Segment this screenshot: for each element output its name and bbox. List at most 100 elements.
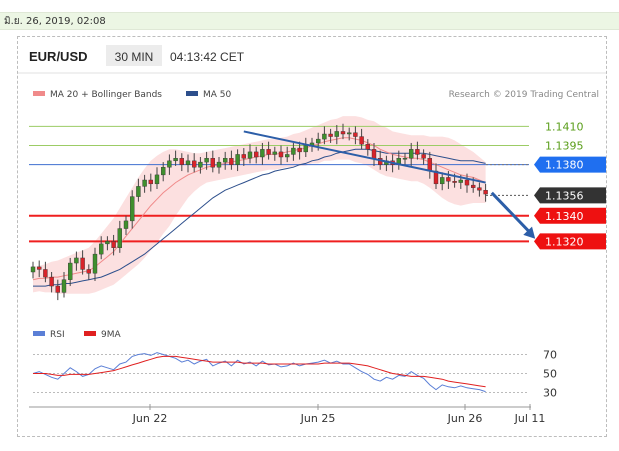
candle-body — [440, 177, 445, 185]
candle-body — [229, 158, 234, 165]
x-tick-label: Jun 22 — [132, 412, 168, 425]
date-header-bar: มิ.ย. 26, 2019, 02:08 — [0, 12, 619, 30]
candle-body — [316, 138, 321, 144]
candle-body — [235, 154, 240, 165]
candle-body — [340, 131, 346, 135]
candle-body — [452, 181, 457, 183]
x-axis: Jun 22 Jun 25 Jun 26 Jul 11 — [29, 404, 545, 425]
candle-body — [111, 241, 116, 248]
annotations — [243, 130, 536, 239]
candle-body — [285, 154, 290, 158]
candle-body — [297, 147, 302, 153]
legend-swatch-ma50 — [186, 91, 198, 96]
bollinger-band — [33, 116, 486, 294]
candle-body — [117, 228, 123, 248]
candle-body — [253, 151, 259, 158]
research-credit: Research © 2019 Trading Central — [449, 90, 599, 100]
candle-body — [123, 220, 129, 229]
forecast-arrow-shaft — [490, 191, 534, 236]
candle-body — [185, 160, 191, 165]
level-label-11356: 1.1356 — [545, 189, 584, 202]
x-tick-label: Jun 26 — [447, 412, 483, 425]
legend-label-ma20: MA 20 + Bollinger Bands — [50, 90, 162, 100]
candle-body — [278, 151, 284, 158]
candle-body — [55, 285, 60, 293]
level-tag-11320 — [534, 233, 606, 250]
candle-body — [216, 161, 222, 168]
candle-body — [477, 187, 482, 191]
level-label-11395: 1.1395 — [545, 140, 584, 153]
level-label-11340: 1.1340 — [545, 210, 584, 223]
candlesticks — [30, 123, 488, 301]
candle-body — [105, 241, 110, 245]
level-label-11320: 1.1320 — [545, 235, 584, 248]
x-tick-label: Jun 25 — [300, 412, 336, 425]
candle-body — [353, 132, 358, 137]
candle-body — [365, 144, 370, 150]
candle-body — [347, 132, 352, 135]
candle-body — [86, 269, 92, 274]
candle-body — [458, 179, 463, 183]
legend-label-rsi: RSI — [50, 330, 65, 340]
candle-body — [359, 136, 364, 145]
candle-body — [80, 257, 85, 270]
candle-body — [136, 186, 141, 197]
candle-body — [427, 158, 432, 172]
candle-body — [402, 158, 408, 160]
rsi-tick-label: 50 — [543, 368, 557, 381]
candle-body — [148, 179, 154, 185]
rsi-tick-label: 70 — [543, 349, 557, 362]
candle-body — [129, 196, 135, 222]
date-header-text: มิ.ย. 26, 2019, 02:08 — [4, 16, 106, 27]
candle-body — [471, 184, 476, 188]
level-tag-11380 — [534, 156, 606, 173]
candle-body — [142, 179, 147, 187]
legend-label-9ma: 9MA — [101, 330, 121, 340]
candle-body — [260, 149, 265, 158]
candle-body — [247, 151, 253, 159]
candle-body — [173, 158, 178, 162]
legend-swatch-ma20 — [33, 91, 45, 96]
candle-body — [328, 133, 333, 137]
candle-body — [334, 131, 339, 137]
candle-body — [464, 179, 470, 186]
candle-body — [210, 158, 216, 168]
candle-body — [421, 154, 426, 159]
x-tick-label: Jul 11 — [514, 412, 546, 425]
candle-body — [322, 133, 327, 140]
legend-swatch-9ma — [84, 331, 96, 336]
bollinger-band-area — [33, 116, 486, 294]
resistance-trendline — [243, 130, 486, 184]
candle-body — [98, 243, 104, 255]
candle-body — [74, 257, 79, 264]
level-label-11410: 1.1410 — [545, 120, 584, 133]
rsi-tick-label: 30 — [543, 387, 557, 400]
candle-body — [191, 160, 197, 168]
level-tag-11356 — [534, 187, 606, 204]
candle-body — [198, 161, 203, 168]
candle-body — [204, 158, 209, 163]
legend-swatch-rsi — [33, 331, 45, 336]
rsi-panel: 70 50 30 — [32, 349, 557, 400]
chart-time: 04:13:42 CET — [170, 50, 245, 64]
legend-label-ma50: MA 50 — [203, 90, 232, 100]
chart-timeframe: 30 MIN — [115, 50, 154, 64]
candle-body — [415, 149, 420, 155]
candle-body — [30, 266, 36, 273]
candle-body — [272, 151, 277, 155]
candle-body — [179, 158, 185, 165]
candle-body — [61, 279, 67, 293]
forecast-arrow-head — [523, 226, 536, 239]
rsi-line — [32, 352, 486, 393]
candle-body — [446, 177, 451, 182]
candle-body — [43, 269, 48, 278]
candle-body — [67, 262, 73, 280]
candle-body — [49, 276, 54, 287]
candle-body — [37, 266, 42, 270]
level-tag-11340 — [534, 207, 606, 224]
chart-symbol: EUR/USD — [29, 49, 88, 64]
level-label-11380: 1.1380 — [545, 159, 584, 172]
candle-body — [303, 145, 308, 153]
candle-body — [266, 149, 271, 155]
